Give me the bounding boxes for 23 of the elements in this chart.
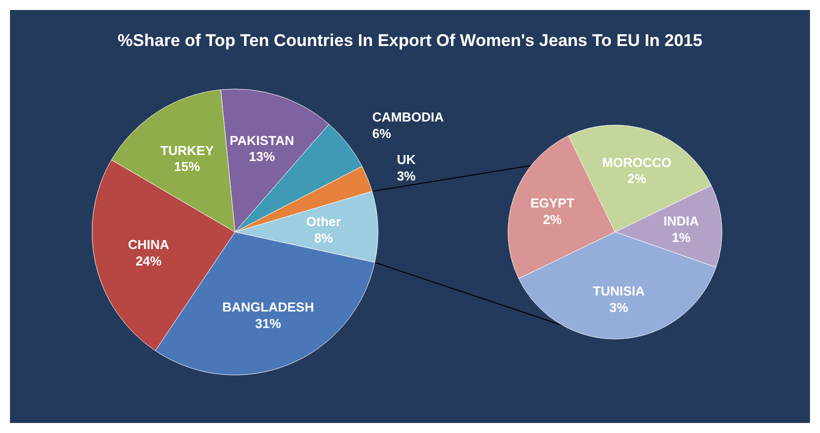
data-label: 13% [248,149,276,164]
data-label: 8% [314,230,334,246]
data-label: 1% [672,230,692,245]
slice-label: CAMBODIA [372,110,444,125]
data-label: 15% [174,159,201,174]
data-label: 2% [627,171,647,186]
slice-label: EGYPT [530,196,574,211]
slice-label: PAKISTAN [230,132,294,148]
slice-label: CHINA [128,237,170,252]
slice-label: TUNISIA [592,284,646,299]
data-label: 2% [542,212,562,227]
data-label: 3% [609,300,629,315]
data-label: 24% [136,253,162,268]
data-label: 6% [372,126,392,141]
slice-label: INDIA [664,214,700,229]
data-label: 31% [255,316,282,331]
slice-label: MOROCCO [602,154,672,170]
slice-label: Other [306,214,341,230]
slice-label: UK [396,152,416,168]
data-label: 3% [396,168,416,184]
chart-title: %Share of Top Ten Countries In Export Of Women's Jeans To EU In 2015 [118,31,702,50]
slice-label: BANGLADESH [222,300,314,315]
slice-label: TURKEY [160,142,214,158]
